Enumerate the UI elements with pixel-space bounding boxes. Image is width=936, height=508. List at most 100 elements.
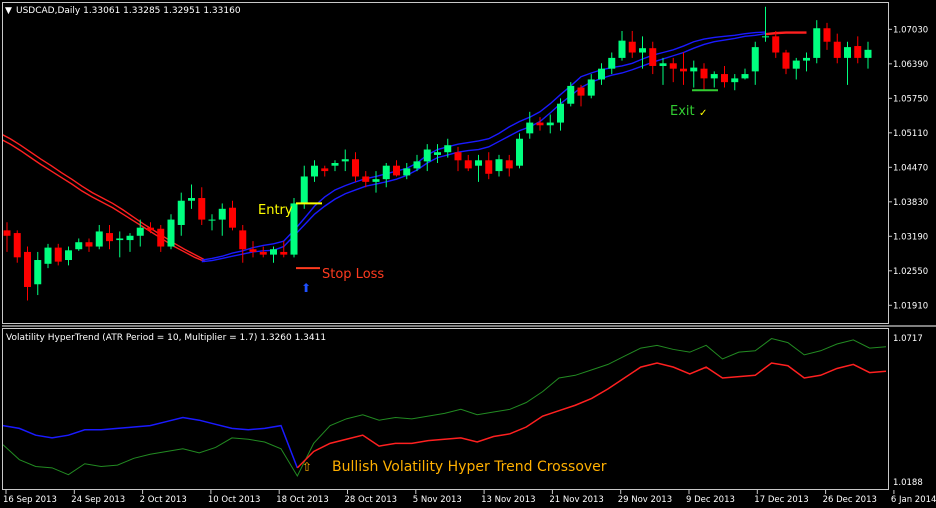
candle-bull (639, 48, 646, 53)
candle-bear (454, 152, 462, 161)
candle-bull (813, 28, 821, 58)
x-tick-label: 18 Oct 2013 (276, 495, 329, 505)
x-tick-label: 24 Sep 2013 (71, 495, 125, 505)
sub-panel-frame (2, 328, 889, 490)
main-panel (3, 6, 872, 301)
y-tick-label: 1.05750 (893, 94, 928, 104)
candle-bull (382, 165, 390, 180)
candle-bear (833, 41, 841, 58)
stop-loss-label: Stop Loss (322, 267, 384, 282)
trend-line-red-lower (765, 32, 807, 36)
candle-bull (116, 238, 124, 241)
candle-bull (311, 165, 318, 177)
y-tick-label: 1.02550 (893, 267, 928, 277)
candle-bear (147, 227, 154, 231)
candle-bear (157, 228, 165, 247)
candle-bull (516, 138, 523, 166)
candle-bull (403, 168, 411, 176)
candle-bull (218, 208, 226, 220)
candle-bear (823, 28, 831, 42)
candle-bull (762, 36, 769, 38)
candle-bull (495, 159, 503, 172)
candle-bear (628, 41, 636, 53)
candle-bear (352, 159, 359, 177)
indicator-header: Volatility HyperTrend (ATR Period = 10, … (6, 333, 326, 343)
crossover-arrow-icon: ⇧ (302, 460, 312, 474)
candle-bull (34, 260, 42, 285)
candle-bull (95, 231, 103, 247)
symbol-header: USDCAD,Daily 1.33061 1.33285 1.32951 1.3… (16, 6, 241, 16)
candle-bull (844, 47, 851, 58)
x-tick-label: 26 Dec 2013 (823, 495, 877, 505)
candle-bear (54, 247, 62, 262)
candle-bull (608, 57, 616, 69)
y-tick-label: 1.01910 (893, 301, 928, 311)
candle-bull (598, 68, 605, 80)
sub-y-tick-label: 1.0717 (893, 334, 923, 344)
candle-bull (423, 149, 431, 162)
candle-bull (188, 198, 195, 201)
x-tick-label: 9 Dec 2013 (686, 495, 735, 505)
exit-label: Exit (670, 104, 695, 119)
candle-bull (372, 179, 380, 182)
candle-bear (854, 46, 862, 58)
candle-bear (782, 52, 790, 69)
x-tick-label: 6 Jan 2014 (891, 495, 936, 505)
sub-y-tick-label: 1.0188 (893, 478, 923, 488)
candle-bear (13, 233, 21, 258)
trend-line-blue-upper (201, 31, 766, 261)
candle-bear (106, 233, 113, 242)
candle-bear (772, 36, 780, 53)
candle-bull (65, 250, 72, 261)
candle-bear (239, 230, 247, 250)
candle-bull (167, 219, 175, 247)
candle-bear (362, 176, 370, 182)
candle-bear (85, 242, 93, 247)
oscillator-line-1 (3, 338, 887, 478)
candle-bear (198, 198, 206, 220)
y-tick-label: 1.05110 (893, 129, 928, 139)
candle-bull (864, 49, 872, 58)
candle-bull (126, 235, 134, 241)
x-tick-label: 17 Dec 2013 (754, 495, 808, 505)
candle-bull (475, 160, 482, 166)
candle-bull (44, 247, 52, 264)
candle-bull (444, 145, 452, 153)
candle-bull (741, 74, 749, 79)
candle-bear (669, 63, 677, 69)
x-tick-label: 13 Nov 2013 (481, 495, 535, 505)
trend-line-blue-lower (201, 32, 766, 263)
candle-bull (331, 163, 339, 166)
candle-bear (229, 207, 236, 228)
oscillator-line-2-bullish (296, 362, 887, 469)
candle-bear (577, 87, 585, 96)
candle-bull (803, 57, 810, 61)
candle-bull (731, 78, 739, 83)
candle-bull (434, 152, 441, 155)
candle-bear (464, 160, 472, 169)
x-tick-label: 5 Nov 2013 (413, 495, 462, 505)
crossover-label: Bullish Volatility Hyper Trend Crossover (332, 459, 607, 475)
collapse-triangle-icon[interactable]: ▼ (5, 6, 12, 16)
candle-bull (75, 242, 83, 250)
candle-bull (413, 161, 421, 169)
candle-bear (280, 251, 288, 255)
candle-bear (3, 230, 11, 236)
x-tick-label: 29 Nov 2013 (618, 495, 672, 505)
candle-bull (290, 203, 298, 255)
x-tick-label: 28 Oct 2013 (345, 495, 398, 505)
oscillator-line-2-bearish (3, 416, 299, 469)
main-panel-frame (2, 2, 889, 324)
candle-bull (300, 176, 308, 204)
y-tick-label: 1.07030 (893, 25, 928, 35)
candle-bear (649, 48, 657, 66)
candle-bull (710, 74, 718, 79)
exit-check-icon: ✓ (699, 108, 707, 119)
candle-bear (505, 160, 513, 169)
x-tick-label: 10 Oct 2013 (208, 495, 261, 505)
candle-bull (690, 67, 698, 72)
buy-arrow-icon: ⬆ (301, 281, 311, 295)
candle-bull (526, 122, 534, 134)
indicator-panel (3, 338, 887, 478)
